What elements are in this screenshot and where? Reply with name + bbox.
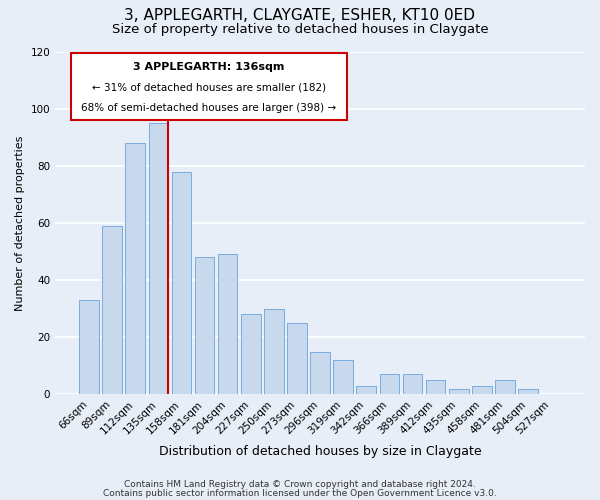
- Bar: [195, 258, 214, 394]
- Bar: [79, 300, 99, 394]
- Y-axis label: Number of detached properties: Number of detached properties: [15, 136, 25, 310]
- Bar: [495, 380, 515, 394]
- Bar: [380, 374, 399, 394]
- Bar: [149, 123, 168, 394]
- Bar: [125, 143, 145, 395]
- Text: Size of property relative to detached houses in Claygate: Size of property relative to detached ho…: [112, 22, 488, 36]
- Text: 3 APPLEGARTH: 136sqm: 3 APPLEGARTH: 136sqm: [133, 62, 284, 72]
- FancyBboxPatch shape: [71, 53, 347, 120]
- Bar: [218, 254, 238, 394]
- Text: 68% of semi-detached houses are larger (398) →: 68% of semi-detached houses are larger (…: [81, 103, 337, 113]
- Bar: [287, 323, 307, 394]
- Text: Contains public sector information licensed under the Open Government Licence v3: Contains public sector information licen…: [103, 489, 497, 498]
- Bar: [172, 172, 191, 394]
- Bar: [264, 308, 284, 394]
- X-axis label: Distribution of detached houses by size in Claygate: Distribution of detached houses by size …: [159, 444, 481, 458]
- Text: 3, APPLEGARTH, CLAYGATE, ESHER, KT10 0ED: 3, APPLEGARTH, CLAYGATE, ESHER, KT10 0ED: [125, 8, 476, 22]
- Text: Contains HM Land Registry data © Crown copyright and database right 2024.: Contains HM Land Registry data © Crown c…: [124, 480, 476, 489]
- Bar: [356, 386, 376, 394]
- Bar: [518, 388, 538, 394]
- Bar: [310, 352, 330, 395]
- Bar: [449, 388, 469, 394]
- Bar: [334, 360, 353, 394]
- Bar: [472, 386, 491, 394]
- Bar: [103, 226, 122, 394]
- Bar: [403, 374, 422, 394]
- Bar: [241, 314, 260, 394]
- Bar: [426, 380, 445, 394]
- Text: ← 31% of detached houses are smaller (182): ← 31% of detached houses are smaller (18…: [92, 82, 326, 92]
